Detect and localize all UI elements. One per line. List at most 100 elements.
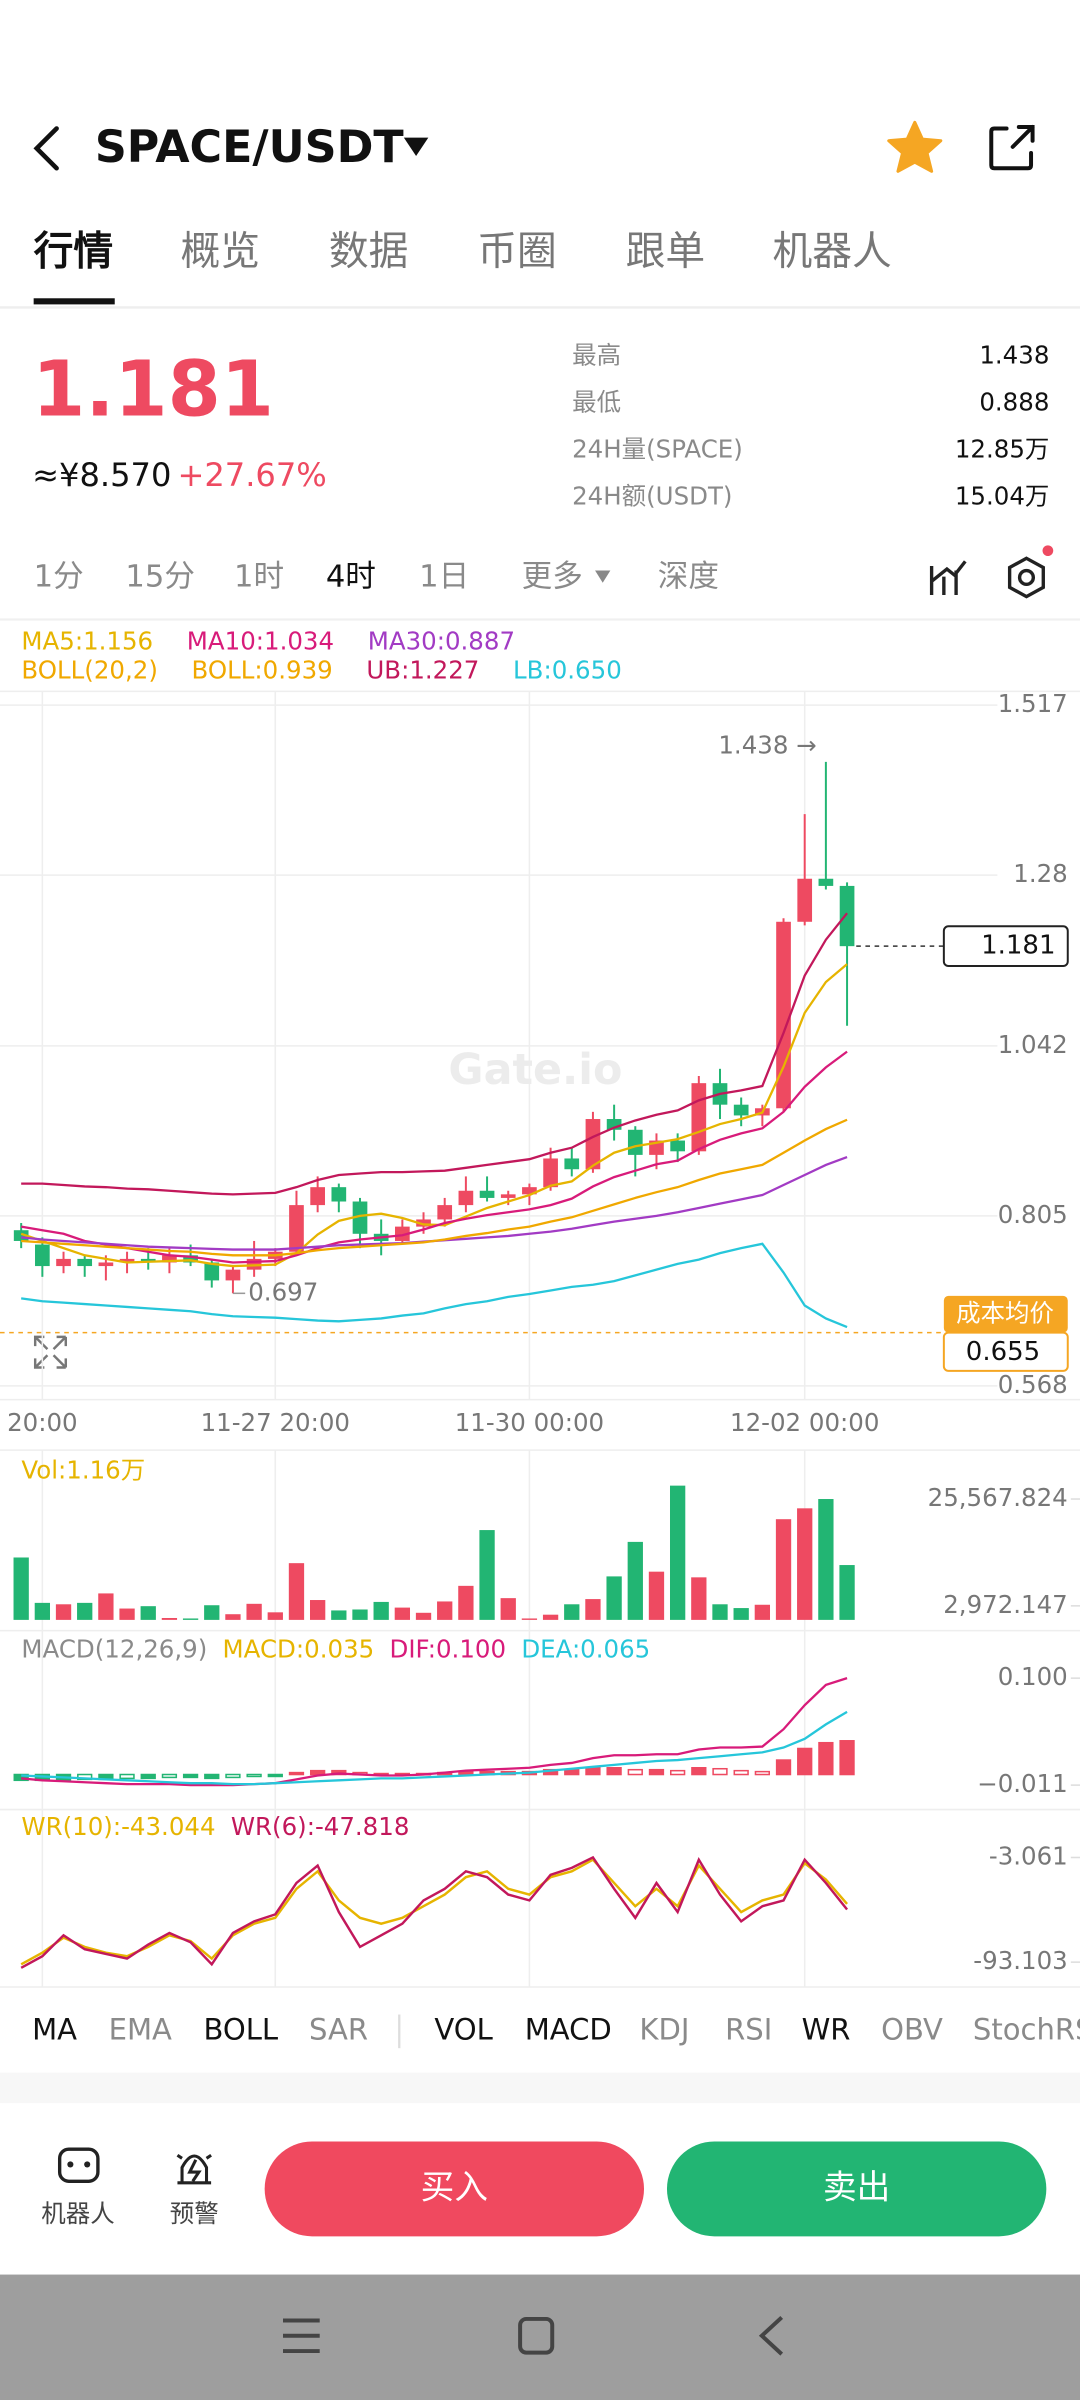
volume-bar	[797, 1508, 813, 1620]
volume-bar	[98, 1593, 114, 1620]
robot-eye	[84, 2161, 91, 2168]
macd-bar	[119, 1773, 135, 1780]
candle-body	[289, 1205, 304, 1252]
volume-bar	[309, 1600, 326, 1620]
tab[interactable]: 跟单	[626, 228, 706, 274]
legend-entry: DIF:0.100	[390, 1634, 507, 1663]
legend-entry: BOLL:0.939	[192, 656, 333, 685]
volume-bar	[437, 1601, 453, 1620]
indicator-tab[interactable]: StochRSI	[973, 2012, 1080, 2046]
pair-dropdown[interactable]	[403, 137, 429, 157]
macd-bar	[585, 1767, 601, 1776]
macd-bar	[627, 1768, 643, 1776]
interval-tab[interactable]: 4时	[326, 560, 376, 595]
interval-tab[interactable]: 1日	[419, 560, 469, 595]
legend-entry: MACD:0.035	[223, 1634, 375, 1663]
interval-tab[interactable]: 15分	[125, 560, 195, 595]
volume-bar	[225, 1614, 241, 1620]
macd-bar	[140, 1773, 156, 1780]
candle-body	[225, 1269, 241, 1281]
interval-tab[interactable]: 深度	[658, 560, 719, 595]
watermark: Gate.io	[448, 1045, 622, 1095]
indicator-tab[interactable]: RSI	[725, 2012, 772, 2046]
candle-body	[797, 878, 813, 922]
nav-back[interactable]	[758, 2315, 784, 2356]
candle-body	[543, 1158, 558, 1188]
indicator-tab[interactable]: SAR	[309, 2012, 368, 2046]
indicator-tab[interactable]: EMA	[109, 2012, 172, 2046]
indicator-tab[interactable]: WR	[802, 2012, 851, 2046]
stat-label: 最低	[572, 387, 621, 416]
interval-tab[interactable]: 1分	[34, 560, 84, 595]
tab[interactable]: 币圈	[477, 228, 557, 274]
candle-body	[839, 885, 855, 947]
sell-button[interactable]	[666, 2141, 1047, 2237]
candle-body	[627, 1129, 643, 1155]
tab[interactable]: 概览	[181, 228, 261, 274]
volume-bar	[818, 1499, 834, 1620]
alert-label[interactable]: 预警	[170, 2199, 219, 2228]
tab[interactable]: 机器人	[773, 228, 892, 274]
share-button[interactable]	[989, 124, 1035, 171]
volume-bar	[542, 1614, 559, 1620]
alert-icon[interactable]	[176, 2153, 212, 2185]
y-tick-label: -93.103	[973, 1946, 1067, 1975]
stat-value: 1.438	[979, 340, 1049, 369]
candle-body	[437, 1205, 453, 1220]
y-tick-label: 0.805	[998, 1200, 1068, 1229]
indicator-tab[interactable]: MA	[32, 2012, 77, 2046]
stat-label: 24H量(SPACE)	[572, 434, 743, 463]
back-button[interactable]	[33, 126, 59, 171]
cost-title: 成本均价	[956, 1298, 1054, 1327]
indicator-tab[interactable]: BOLL	[203, 2012, 278, 2046]
robot-label[interactable]: 机器人	[41, 2199, 114, 2228]
indicator-tab[interactable]: KDJ	[639, 2012, 689, 2046]
volume-bar	[691, 1577, 707, 1620]
settings-button[interactable]	[1007, 556, 1045, 599]
favorite-star[interactable]	[887, 120, 943, 173]
macd-bar	[606, 1767, 622, 1776]
volume-bar	[648, 1571, 665, 1620]
candle-body	[183, 1255, 198, 1263]
indicator-tab[interactable]: MACD	[525, 2012, 612, 2046]
nav-menu[interactable]	[283, 2318, 320, 2354]
volume-bar	[119, 1608, 135, 1620]
volume-bar	[415, 1612, 432, 1620]
candle-body	[395, 1226, 410, 1241]
volume-bar	[331, 1610, 347, 1620]
y-tick-label: 0.100	[998, 1662, 1068, 1691]
price-change: +27.67%	[177, 456, 326, 494]
macd-bar	[797, 1747, 813, 1776]
y-tick-label: 0.568	[998, 1370, 1068, 1399]
candle-body	[331, 1187, 347, 1202]
cost-title-box	[943, 1295, 1068, 1333]
tab[interactable]: 行情	[34, 228, 114, 274]
buy-button[interactable]	[264, 2141, 645, 2237]
candle-body	[77, 1258, 93, 1267]
robot-icon[interactable]	[57, 2147, 100, 2183]
indicator-tab[interactable]: OBV	[881, 2012, 943, 2046]
macd-bar	[13, 1773, 29, 1782]
sell-label[interactable]: 卖出	[823, 2167, 890, 2206]
nav-home[interactable]	[518, 2316, 555, 2355]
volume-bar	[34, 1602, 51, 1620]
buy-label[interactable]: 买入	[421, 2167, 488, 2206]
legend-entry: MA10:1.034	[187, 626, 334, 655]
interval-tab[interactable]: 1时	[234, 560, 284, 595]
chart-style-button[interactable]	[929, 560, 967, 596]
indicator-tab[interactable]: VOL	[434, 2012, 493, 2046]
macd-bar	[818, 1741, 834, 1776]
fullscreen-button[interactable]	[33, 1335, 68, 1369]
volume-bar	[55, 1604, 72, 1620]
x-tick-label: 12-02 00:00	[730, 1408, 879, 1437]
stat-label: 最高	[572, 340, 621, 369]
pair-title[interactable]: SPACE/USDT	[95, 122, 405, 173]
macd-bar	[754, 1770, 771, 1776]
indicator-line	[21, 1118, 848, 1257]
interval-tab[interactable]: 更多	[522, 560, 583, 595]
volume-bar	[288, 1563, 305, 1620]
more-dropdown[interactable]	[595, 570, 611, 583]
candle-body	[606, 1119, 622, 1130]
tab[interactable]: 数据	[329, 228, 409, 274]
volume-bar	[479, 1530, 495, 1620]
